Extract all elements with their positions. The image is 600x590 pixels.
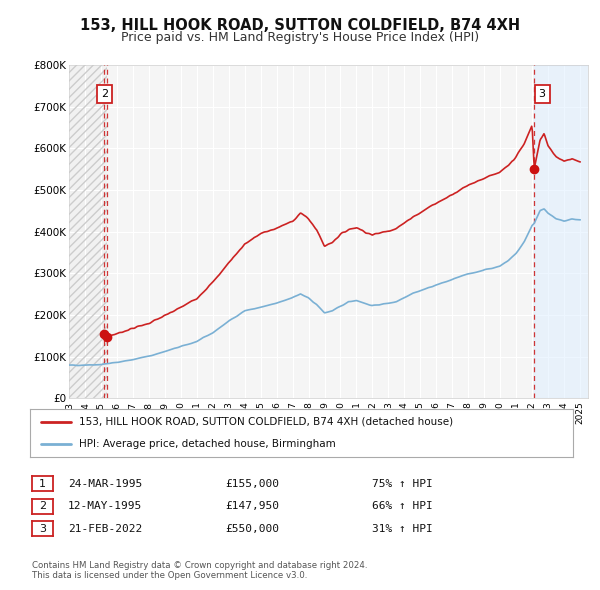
Bar (534, 65, 600, 398)
Bar (69, 65, 107, 398)
Text: £155,000: £155,000 (225, 479, 279, 489)
Text: 3: 3 (539, 89, 545, 99)
Text: HPI: Average price, detached house, Birmingham: HPI: Average price, detached house, Birm… (79, 439, 335, 449)
Text: £147,950: £147,950 (225, 502, 279, 511)
Text: 21-FEB-2022: 21-FEB-2022 (68, 524, 142, 533)
Text: 12-MAY-1995: 12-MAY-1995 (68, 502, 142, 511)
Text: 31% ↑ HPI: 31% ↑ HPI (371, 524, 433, 533)
Text: Contains HM Land Registry data © Crown copyright and database right 2024.: Contains HM Land Registry data © Crown c… (32, 560, 367, 569)
Text: 2: 2 (39, 502, 46, 511)
Text: 75% ↑ HPI: 75% ↑ HPI (371, 479, 433, 489)
Text: 153, HILL HOOK ROAD, SUTTON COLDFIELD, B74 4XH: 153, HILL HOOK ROAD, SUTTON COLDFIELD, B… (80, 18, 520, 32)
Text: 3: 3 (39, 524, 46, 533)
Text: 66% ↑ HPI: 66% ↑ HPI (371, 502, 433, 511)
Bar (69, 65, 107, 398)
Text: £550,000: £550,000 (225, 524, 279, 533)
Text: 2: 2 (101, 89, 108, 99)
Text: 1: 1 (39, 479, 46, 489)
Text: This data is licensed under the Open Government Licence v3.0.: This data is licensed under the Open Gov… (32, 571, 307, 580)
Text: 153, HILL HOOK ROAD, SUTTON COLDFIELD, B74 4XH (detached house): 153, HILL HOOK ROAD, SUTTON COLDFIELD, B… (79, 417, 453, 427)
Text: 24-MAR-1995: 24-MAR-1995 (68, 479, 142, 489)
Text: Price paid vs. HM Land Registry's House Price Index (HPI): Price paid vs. HM Land Registry's House … (121, 31, 479, 44)
